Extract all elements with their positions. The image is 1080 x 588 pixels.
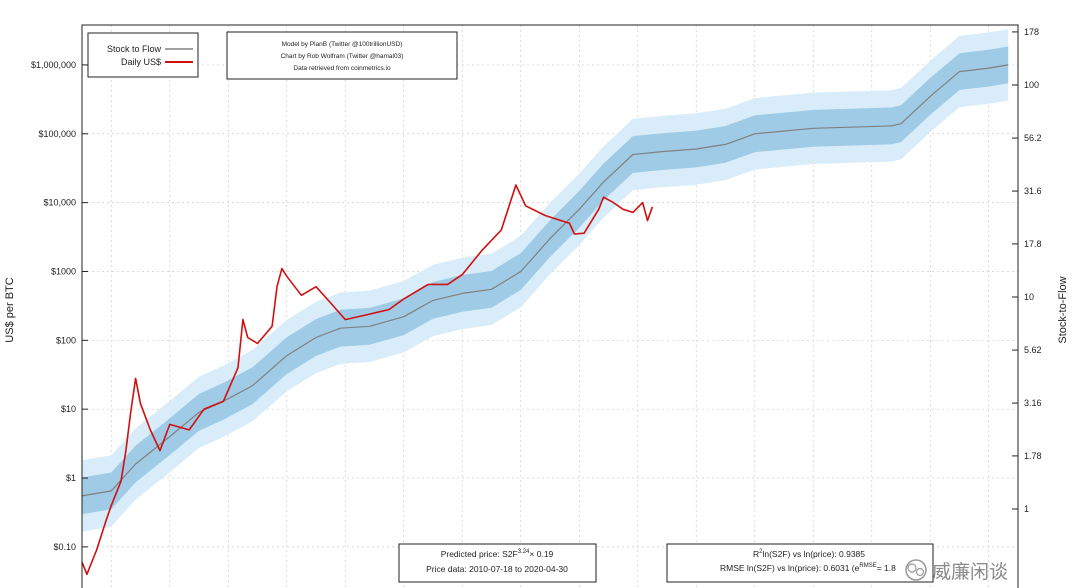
y-tick-label-6: $100,000 [38,129,76,139]
y-tick-label-2: $10 [61,404,76,414]
price-data-range: Price data: 2010-07-18 to 2020-04-30 [426,564,568,574]
legend-box [87,32,199,78]
y-axis-ticks: $0.10 $1 $10 $100 $1000 $10,000 $100,000 $1,000… [31,60,88,552]
y2-tick-label-2: 3.16 [1024,398,1042,408]
info-box: Model by PlanB (Twitter @100trillionUSD)… [226,31,458,80]
y2-tick-label-1: 1.78 [1024,451,1042,461]
s2f-outer-band [82,29,1009,532]
series-line-daily-usd [81,184,654,576]
wechat-icon-bubble [907,563,917,573]
y-tick-label-3: $100 [56,335,76,345]
y2-tick-label-6: 31.6 [1024,186,1042,196]
stats-box-frame [666,543,934,583]
y2-tick-label-7: 56.2 [1024,133,1042,143]
legend-label-s2f: Stock to Flow [107,44,162,54]
y2-tick-label-4: 10 [1024,292,1034,302]
info-box-frame [226,31,458,80]
r-squared-stat: R2ln(S2F) vs ln(price): 0.9385 [753,549,865,559]
y-tick-label-5: $10,000 [43,198,76,208]
y-axis-title: US$ per BTC [4,277,16,342]
y-tick-label-4: $1000 [51,266,76,276]
legend-label-price: Daily US$ [121,57,161,67]
wechat-icon-bubble-2 [915,567,925,577]
y-tick-label-0: $0.10 [53,542,76,552]
y2-axis-ticks: 1 1.78 3.16 5.62 10 17.8 31.6 56.2 100 178 [1012,27,1042,514]
y-tick-label-7: $1,000,000 [31,60,76,70]
watermark: 威廉闲谈 [905,559,1008,583]
stats-box: R2ln(S2F) vs ln(price): 0.9385 RMSE ln(S… [666,543,934,583]
y2-axis-title: Stock-to-Flow [1057,276,1069,343]
rmse-stat: RMSE ln(S2F) vs ln(price): 0.6031 (eRMSE… [720,563,896,573]
plot-frame [81,24,1019,588]
y2-tick-label-0: 1 [1024,504,1029,514]
y2-tick-label-9: 178 [1024,27,1039,37]
info-line-data: Data retrieved from coinmetrics.io [293,65,391,72]
y2-tick-label-5: 17.8 [1024,239,1042,249]
predicted-price-formula: Predicted price: S2F3.24× 0.19 [441,549,554,559]
prediction-box: Predicted price: S2F3.24× 0.19 Price dat… [398,543,597,583]
y2-tick-label-8: 100 [1024,80,1039,90]
series-lines [81,64,1009,576]
watermark-text: 威廉闲谈 [932,561,1008,583]
legend: Stock to Flow Daily US$ [87,32,199,78]
y2-tick-label-3: 5.62 [1024,345,1042,355]
info-line-chart: Chart by Rob Wolfram (Twitter @hamal03) [281,53,404,60]
s2f-bands [82,29,1009,532]
y-tick-label-1: $1 [66,473,76,483]
prediction-box-frame [398,543,597,583]
info-line-model: Model by PlanB (Twitter @100trillionUSD) [282,41,403,48]
s2f-inner-band [82,46,1009,515]
